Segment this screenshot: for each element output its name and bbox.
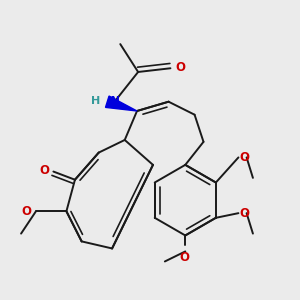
Text: -N: -N [106,96,120,106]
Text: O: O [180,251,190,264]
Text: O: O [239,151,249,164]
Polygon shape [106,96,137,111]
Text: H: H [91,96,101,106]
Text: O: O [176,61,186,74]
Text: O: O [22,205,32,218]
Text: O: O [39,164,49,177]
Text: O: O [239,207,249,220]
